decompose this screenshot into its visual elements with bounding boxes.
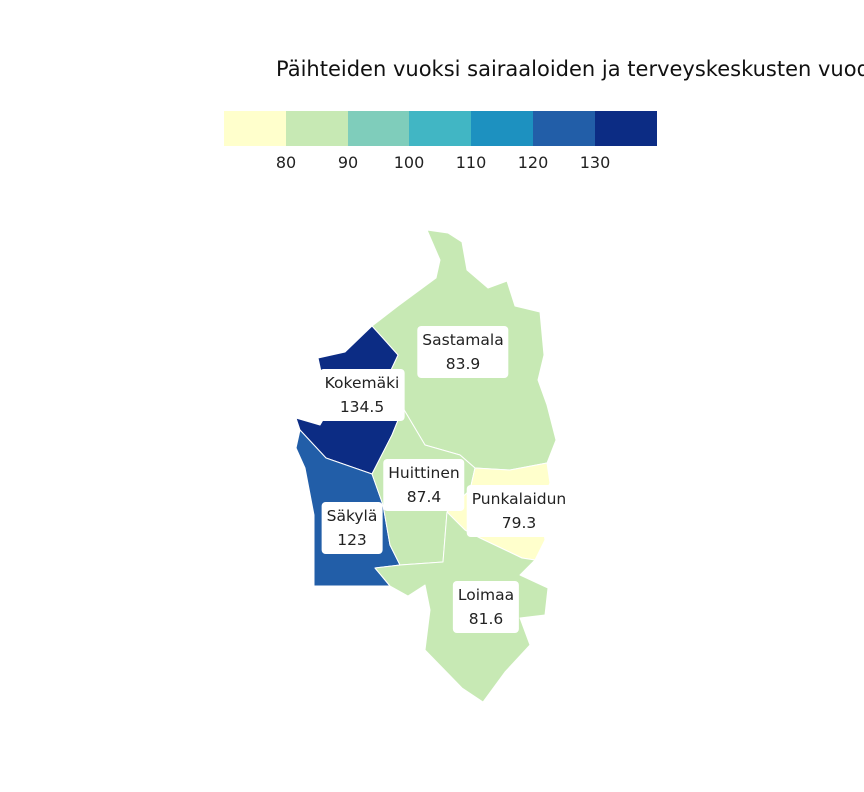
- region-name: Punkalaidun: [471, 490, 567, 508]
- legend-tick: 120: [517, 153, 549, 172]
- region-label-punkalaidun: Punkalaidun 79.3: [466, 485, 572, 537]
- legend-tick: 100: [393, 153, 425, 172]
- region-value: 83.9: [445, 355, 481, 373]
- region-name: Loimaa: [457, 586, 515, 604]
- region-name: Huittinen: [388, 464, 460, 482]
- map-title: Päihteiden vuoksi sairaaloiden ja tervey…: [276, 57, 864, 81]
- legend-swatch-0: [224, 111, 286, 146]
- region-name: Sastamala: [422, 331, 504, 349]
- legend-tick: 130: [579, 153, 611, 172]
- region-label-sastamala: Sastamala 83.9: [417, 326, 509, 378]
- region-label-huittinen: Huittinen 87.4: [383, 459, 465, 511]
- legend-tick: 90: [337, 153, 359, 172]
- legend-tick: 110: [455, 153, 487, 172]
- legend-swatch-1: [285, 111, 348, 146]
- legend-swatch-4: [471, 111, 533, 146]
- region-name: Säkylä: [326, 507, 378, 525]
- legend-swatch-2: [347, 111, 410, 146]
- region-value: 134.5: [339, 398, 385, 416]
- region-value: 79.3: [501, 514, 537, 532]
- region-label-sakyla: Säkylä 123: [321, 502, 383, 554]
- legend-tick: 80: [275, 153, 297, 172]
- legend-swatch-6: [594, 111, 657, 146]
- legend-swatch-5: [532, 111, 595, 146]
- region-label-kokemaki: Kokemäki 134.5: [319, 369, 405, 421]
- legend-swatch-3: [409, 111, 472, 146]
- region-value: 87.4: [406, 488, 442, 506]
- region-name: Kokemäki: [324, 374, 400, 392]
- region-label-loimaa: Loimaa 81.6: [452, 581, 520, 633]
- region-value: 123: [337, 531, 367, 549]
- color-legend: [224, 111, 657, 146]
- region-value: 81.6: [468, 610, 504, 628]
